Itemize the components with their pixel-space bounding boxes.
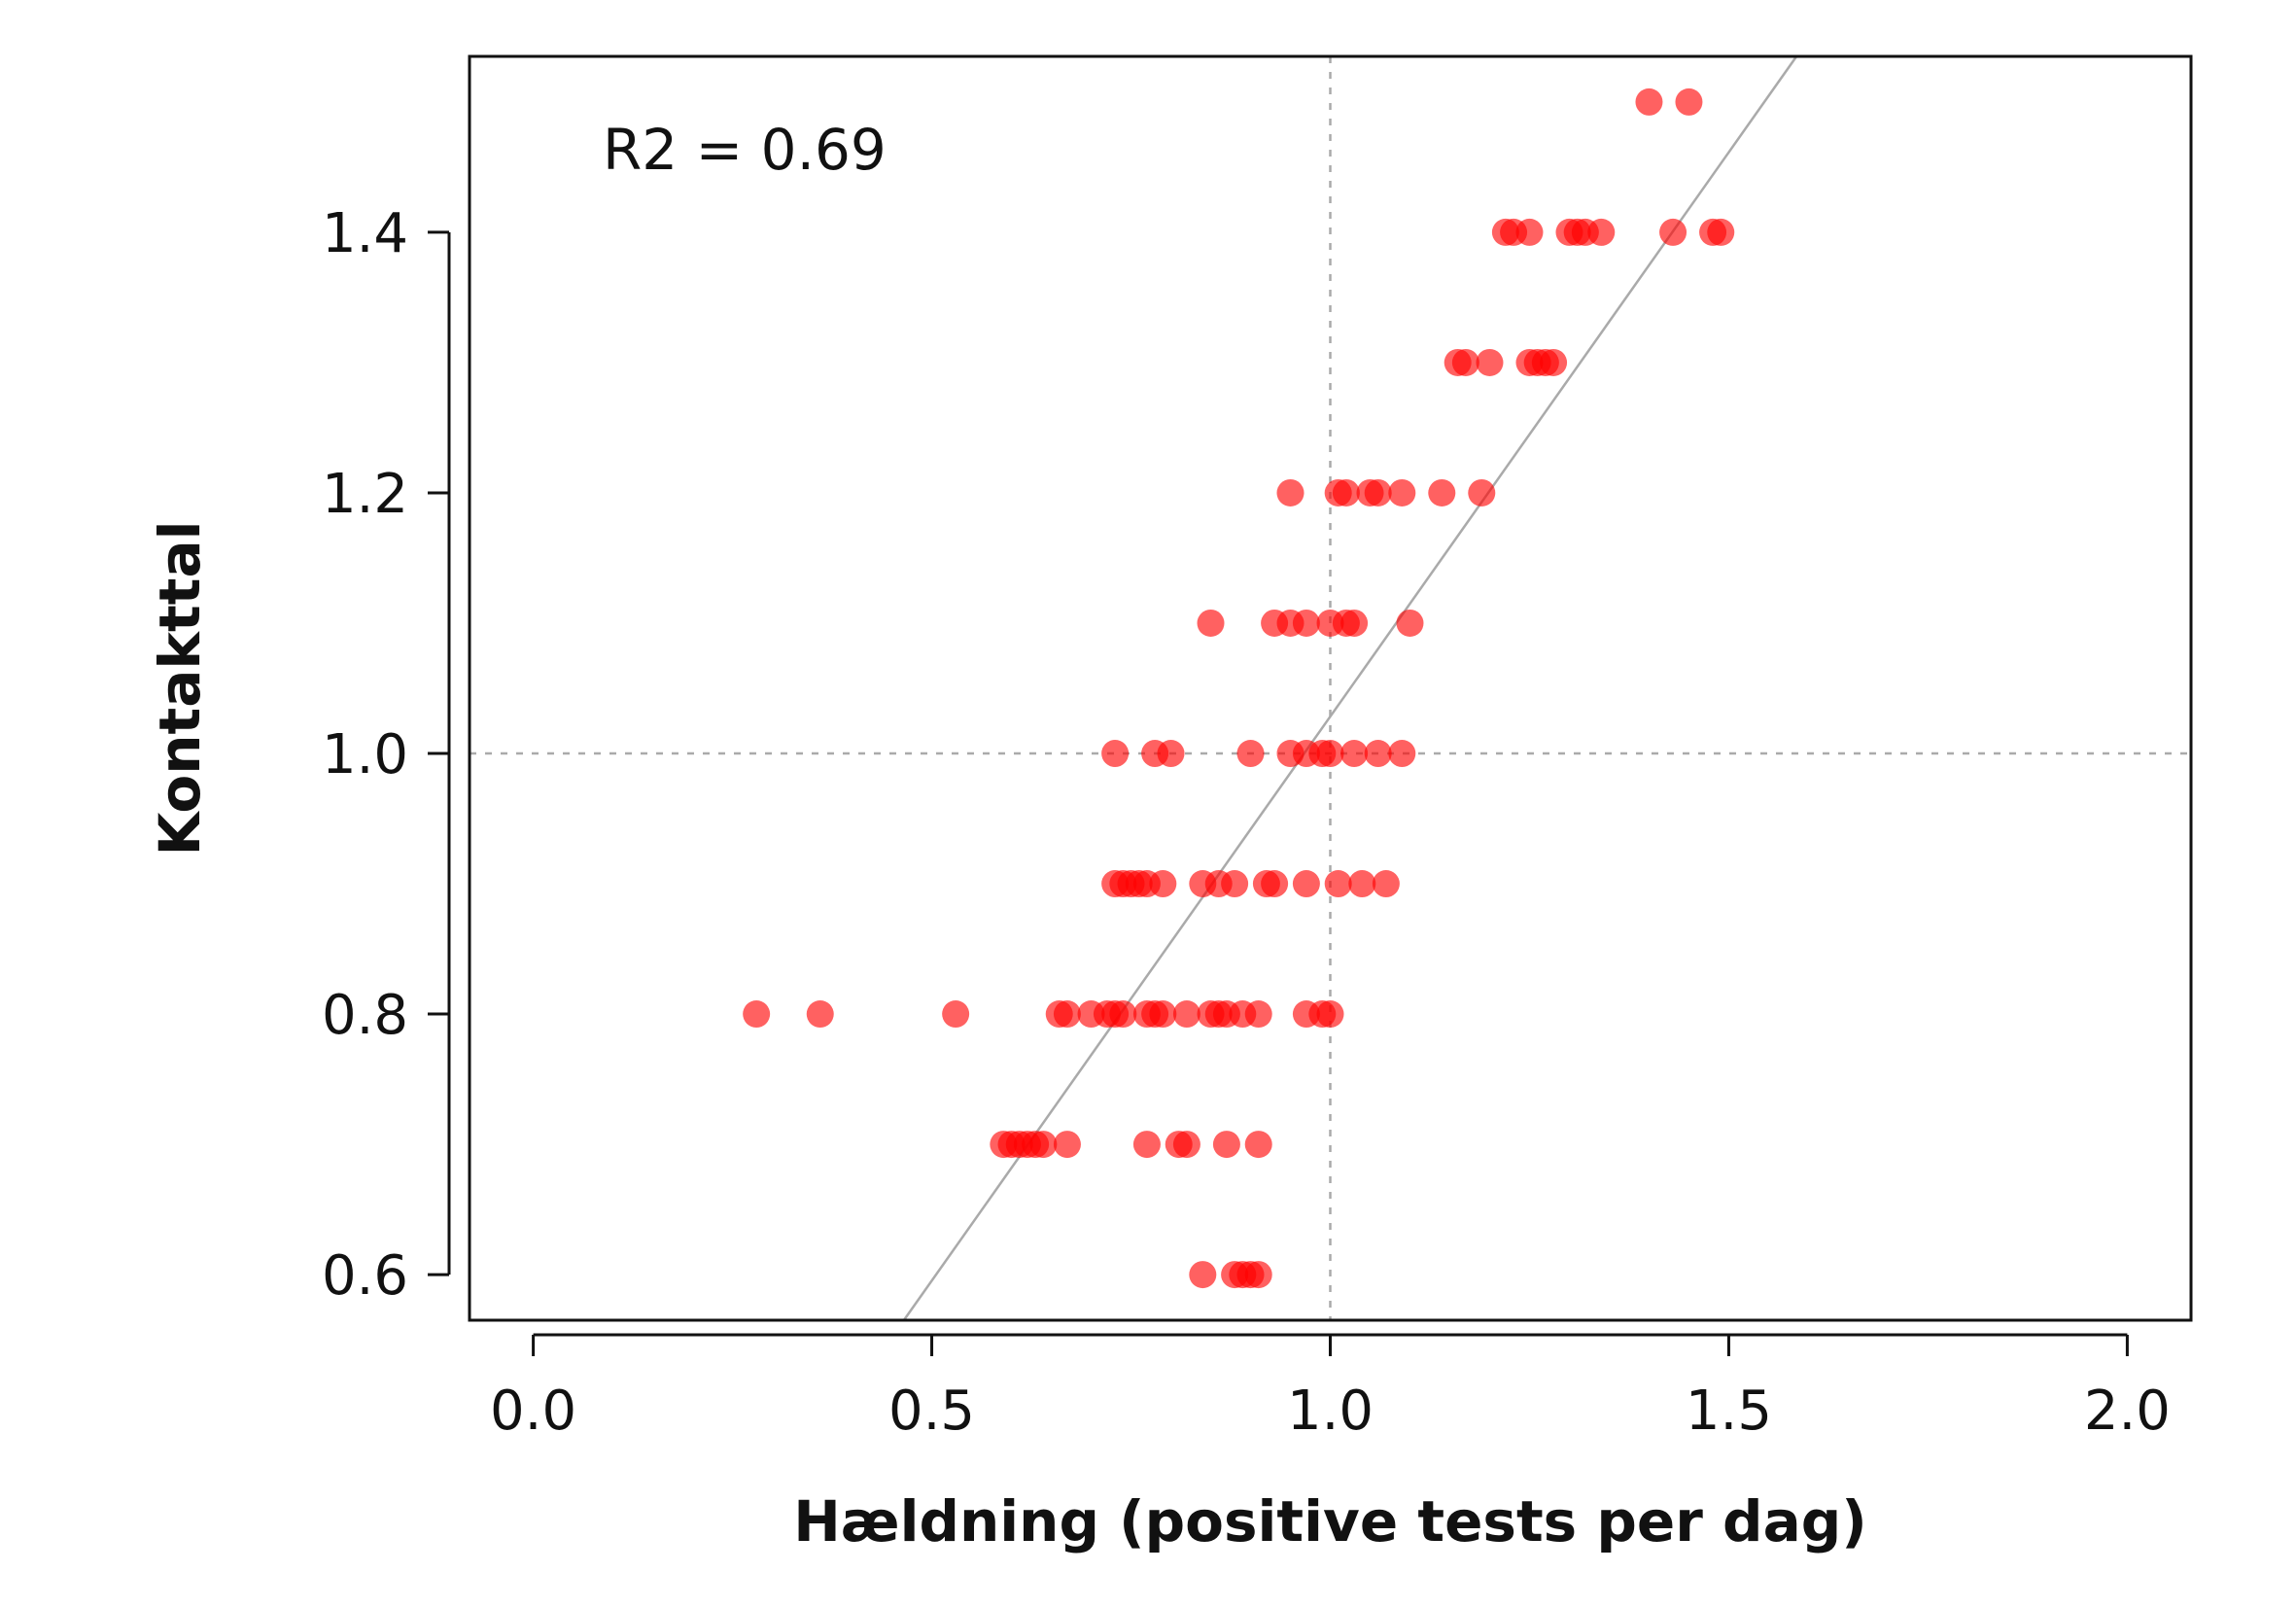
data-point [1348,870,1376,898]
r2-annotation: R2 = 0.69 [603,117,887,183]
data-point [1364,478,1392,507]
y-tick-label: 1.4 [322,202,408,265]
data-point [1053,1131,1081,1159]
fit-line-group [902,55,1798,1321]
y-tick-label: 0.8 [322,984,408,1047]
y-tick-label: 1.0 [322,723,408,786]
data-point [1236,740,1265,768]
x-tick-label: 2.0 [2084,1380,2171,1443]
data-point [1340,740,1369,768]
data-point [1157,740,1185,768]
data-point [1101,740,1130,768]
data-point [1675,87,1703,116]
data-point [1428,478,1456,507]
data-point [1364,740,1392,768]
data-point [1372,870,1400,898]
data-point [1109,1000,1137,1029]
data-point [1212,1131,1240,1159]
data-point [1221,870,1249,898]
data-point [1172,1131,1200,1159]
data-point [1540,348,1568,376]
data-point [1244,1261,1272,1289]
data-point [1587,218,1616,246]
data-point [1189,1261,1217,1289]
data-point [1149,870,1177,898]
data-point [1451,348,1479,376]
x-tick-label: 0.5 [888,1380,975,1443]
data-point [1261,870,1289,898]
y-axis: 0.6 0.8 1.0 1.2 1.4 [322,202,451,1308]
y-axis-title: Kontakttal [147,521,213,856]
data-point [1324,870,1352,898]
data-point [1388,478,1416,507]
x-axis-title: Hældning (positive tests per dag) [793,1488,1866,1555]
data-point [1149,1000,1177,1029]
data-point [1292,609,1320,637]
data-point [1053,1000,1081,1029]
data-point [1707,218,1735,246]
data-point [1332,478,1360,507]
data-point [743,1000,771,1029]
data-point [1029,1131,1058,1159]
data-point [1468,478,1496,507]
data-point [1396,609,1424,637]
data-point [1635,87,1663,116]
data-point [1172,1000,1200,1029]
plot-frame [468,54,2193,1322]
data-point [1340,609,1369,637]
data-point [1476,348,1504,376]
data-points [743,87,1735,1289]
data-point [1292,870,1320,898]
y-tick-label: 0.6 [322,1244,408,1308]
x-tick-label: 1.5 [1686,1380,1772,1443]
x-tick-label: 0.0 [490,1380,576,1443]
data-point [1388,740,1416,768]
x-tick-label: 1.0 [1287,1380,1374,1443]
data-point [942,1000,970,1029]
data-point [1316,740,1344,768]
data-point [1276,478,1305,507]
regression-line [902,55,1798,1321]
data-point [1244,1000,1272,1029]
y-tick-label: 1.2 [322,463,408,526]
data-point [806,1000,834,1029]
data-point [1132,1131,1161,1159]
data-point [1659,218,1687,246]
data-point [1244,1131,1272,1159]
data-point [1515,218,1544,246]
data-point [1197,609,1225,637]
data-point [1316,1000,1344,1029]
x-axis: 0.0 0.5 1.0 1.5 2.0 [490,1333,2171,1443]
